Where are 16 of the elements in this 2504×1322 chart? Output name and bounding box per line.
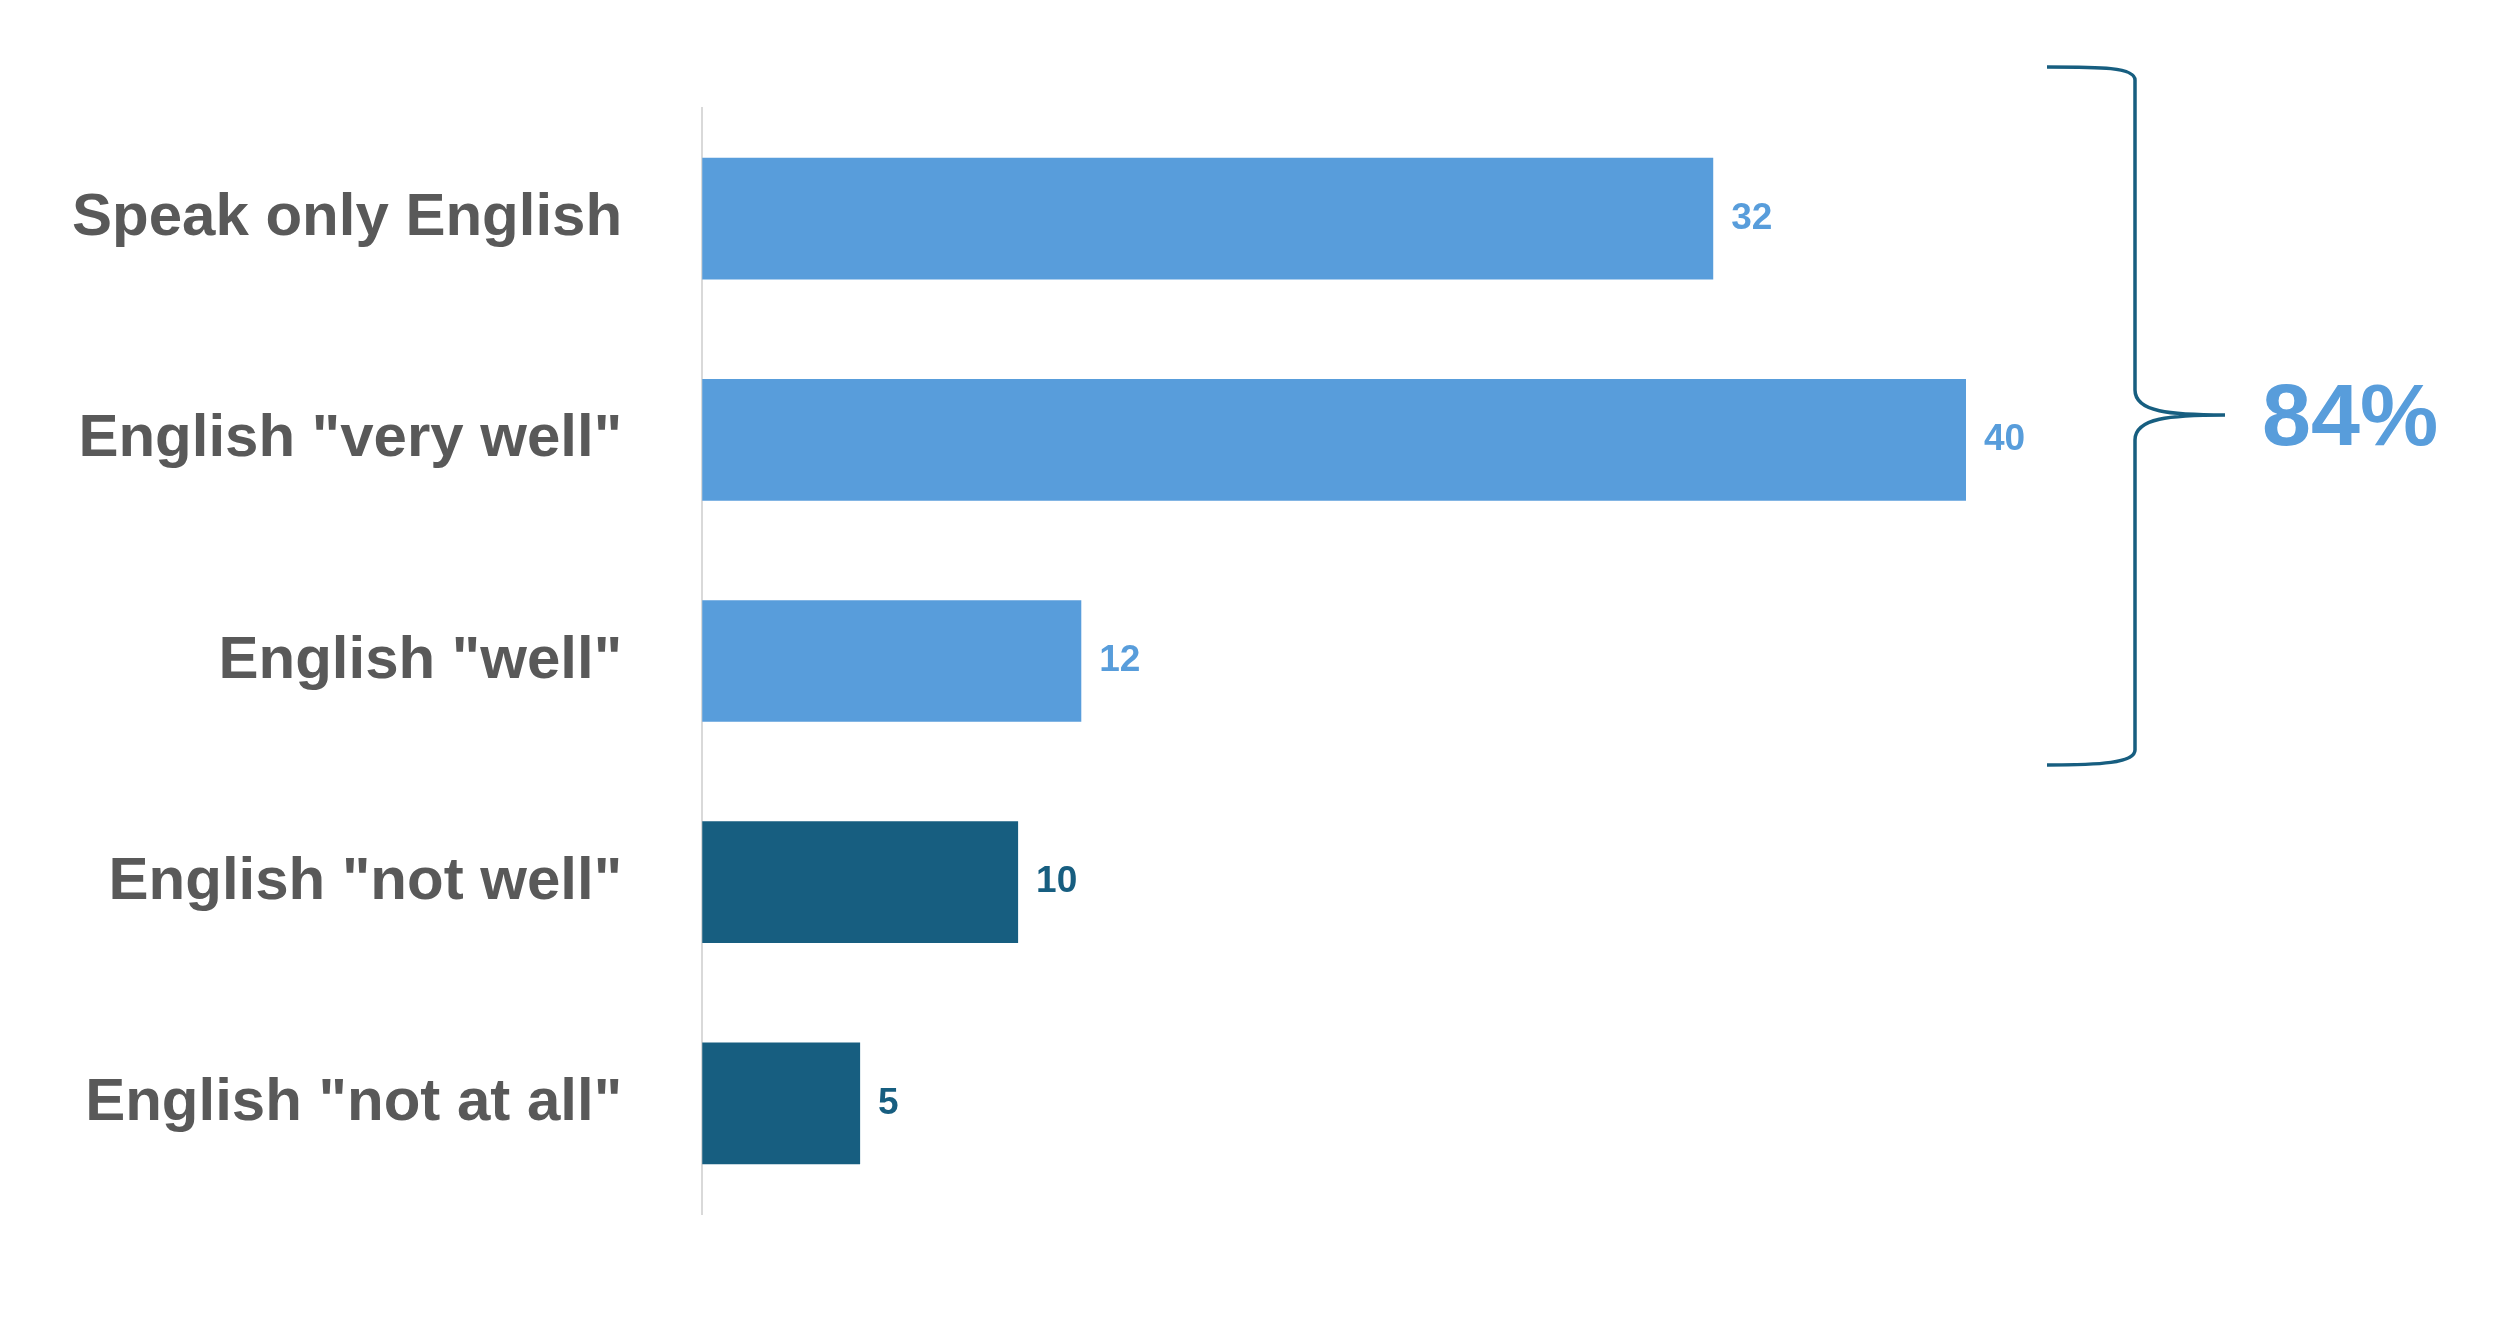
data-label: 12 xyxy=(1099,638,1141,680)
data-label: 10 xyxy=(1036,859,1078,901)
bar xyxy=(702,600,1082,722)
y-tick-label: English "not at all" xyxy=(85,1065,623,1133)
bar xyxy=(702,378,1966,501)
y-tick-label: English "not well" xyxy=(108,844,623,912)
y-tick-label: English "very well" xyxy=(78,402,623,470)
data-label: 5 xyxy=(878,1080,899,1122)
y-tick-label: English "well" xyxy=(218,623,623,691)
data-label: 32 xyxy=(1731,195,1773,237)
bar xyxy=(702,157,1714,280)
bar xyxy=(702,821,1019,944)
data-label: 40 xyxy=(1984,417,2026,458)
y-tick-label: Speak only English xyxy=(72,181,623,249)
bar xyxy=(702,1042,861,1165)
text: 84% xyxy=(2262,365,2439,464)
